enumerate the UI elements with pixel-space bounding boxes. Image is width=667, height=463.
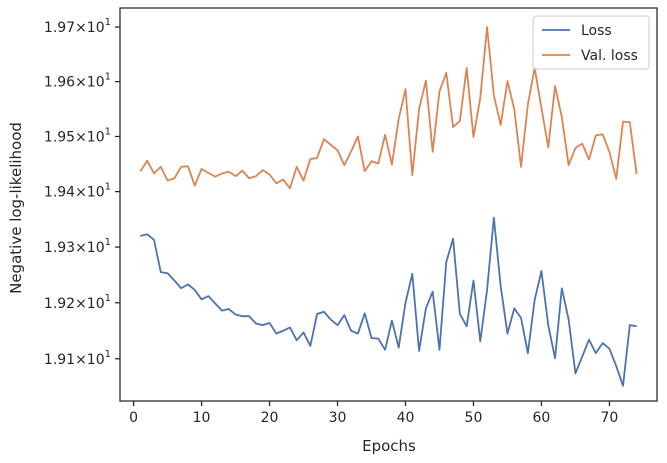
plot-lines [139,26,638,387]
y-tick-label: 1.97×101 [44,17,111,36]
y-tick-label: 1.93×101 [44,237,111,256]
x-tick-label: 70 [601,410,619,426]
y-tick-label: 1.92×101 [44,293,111,312]
y-tick-label: 1.91×101 [44,349,111,368]
series-line-0 [140,216,637,387]
series-line-1 [139,26,638,190]
x-tick-label: 30 [329,410,347,426]
y-tick-label: 1.95×101 [44,126,111,145]
y-axis-ticks: 1.91×101 1.92×101 1.93×101 1.94×101 1.95×101… [44,17,120,368]
y-tick-label: 1.94×101 [44,182,111,201]
x-tick-label: 50 [465,410,483,426]
y-axis-title: Negative log-likelihood [7,122,25,294]
x-tick-label: 60 [533,410,551,426]
legend: Loss Val. loss [532,15,650,70]
y-tick-label: 1.96×101 [44,72,111,91]
x-axis-title: Epochs [362,437,416,455]
x-tick-label: 20 [261,410,279,426]
x-tick-label: 0 [129,410,138,426]
x-axis-ticks: 0 10 20 30 40 50 60 70 [129,401,618,426]
legend-label-loss: Loss [581,23,612,39]
legend-label-val-loss: Val. loss [581,48,638,64]
x-tick-label: 10 [193,410,211,426]
x-tick-label: 40 [397,410,415,426]
plot-frame [119,7,658,402]
